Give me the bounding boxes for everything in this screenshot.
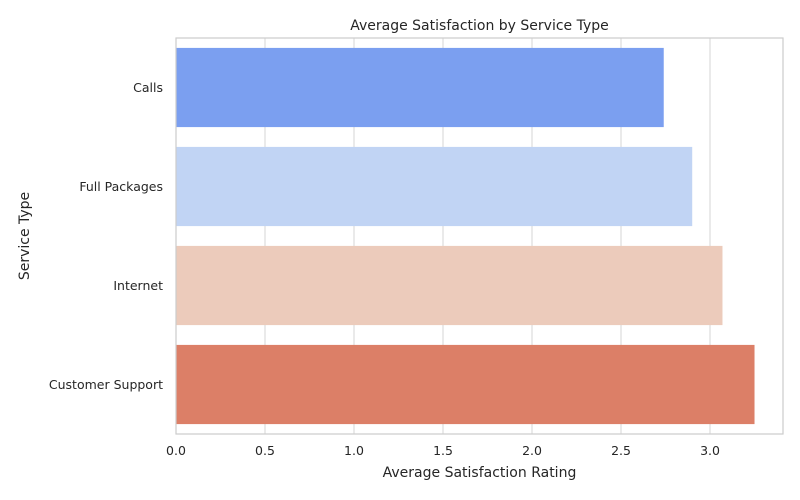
y-tick-label: Customer Support [49,377,163,392]
x-tick-label: 2.5 [611,443,631,458]
x-tick-label: 3.0 [700,443,720,458]
y-tick-labels: Calls Full Packages Internet Customer Suppo… [49,80,163,392]
chart-title: Average Satisfaction by Service Type [350,18,609,34]
x-tick-labels: 0.0 0.5 1.0 1.5 2.0 2.5 3.0 [166,443,720,458]
bars [176,47,755,425]
x-axis-label: Average Satisfaction Rating [383,465,577,481]
x-tick-label: 0.5 [255,443,275,458]
bar [176,344,755,425]
bar [176,146,693,227]
bar [176,47,664,128]
y-tick-label: Calls [133,80,163,95]
x-tick-label: 0.0 [166,443,186,458]
bar [176,245,723,326]
plot-frame [175,37,784,435]
y-tick-label: Internet [113,278,163,293]
y-axis-label: Service Type [17,192,33,280]
x-tick-label: 1.5 [433,443,453,458]
x-tick-label: 1.0 [344,443,364,458]
y-tick-label: Full Packages [79,179,163,194]
x-tick-label: 2.0 [522,443,542,458]
